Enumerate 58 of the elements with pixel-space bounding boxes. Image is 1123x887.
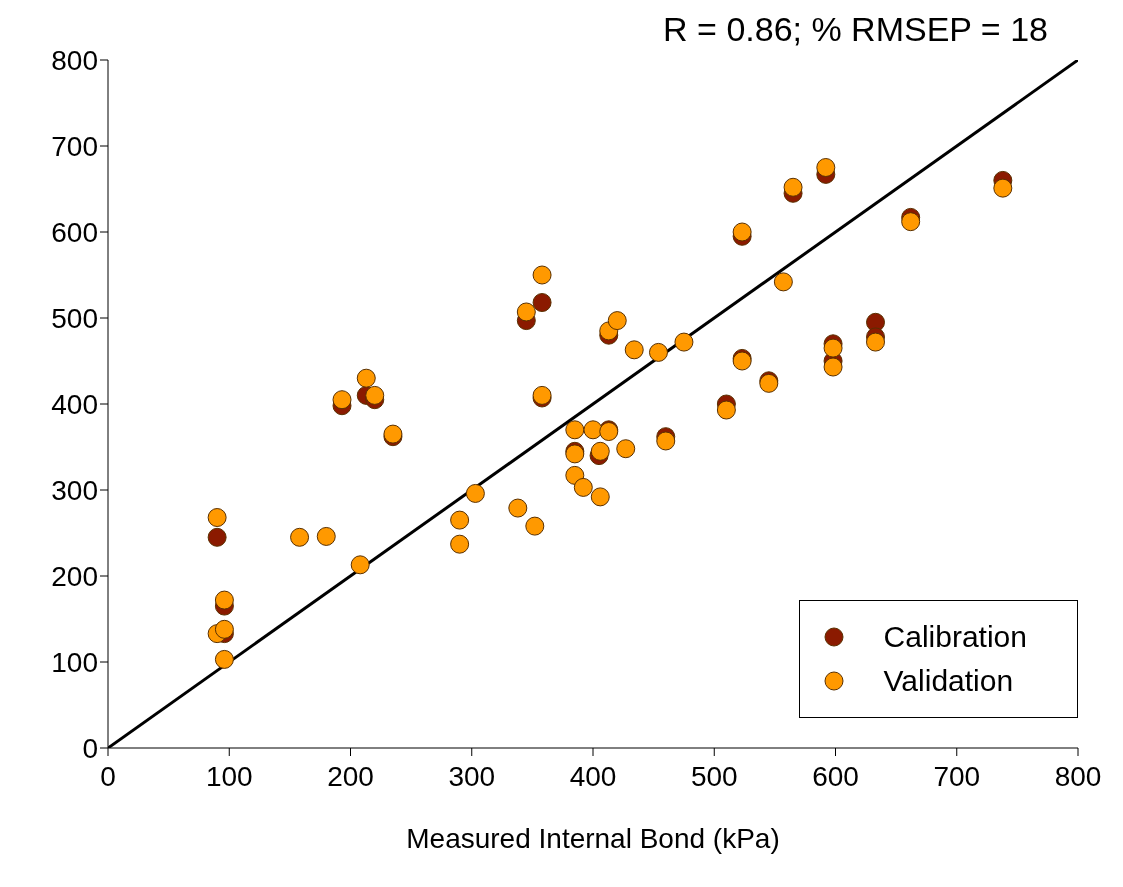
point <box>356 368 376 388</box>
point <box>290 527 310 547</box>
x-tick-label: 500 <box>690 760 738 792</box>
point <box>465 483 485 503</box>
point <box>508 498 528 518</box>
point <box>674 332 694 352</box>
x-tick-label: 100 <box>205 760 253 792</box>
x-tick-label: 600 <box>812 760 859 792</box>
point <box>214 619 234 639</box>
point <box>532 293 552 313</box>
x-tick-label: 400 <box>569 760 617 792</box>
y-tick-label: 300 <box>51 474 98 506</box>
point <box>532 265 552 285</box>
point <box>450 534 470 554</box>
point <box>616 439 636 459</box>
point <box>565 420 585 440</box>
y-tick-label: 600 <box>51 216 98 248</box>
point <box>214 590 234 610</box>
point <box>783 177 803 197</box>
legend-label: Validation <box>883 663 1014 699</box>
point <box>332 390 352 410</box>
point <box>316 526 336 546</box>
point <box>207 527 227 547</box>
point <box>816 158 836 177</box>
y-tick-label: 800 <box>51 44 98 76</box>
legend-label: Calibration <box>883 619 1027 655</box>
point <box>573 477 593 497</box>
y-tick-label: 500 <box>51 302 98 334</box>
point <box>525 516 545 536</box>
point <box>207 508 227 528</box>
point <box>773 272 793 292</box>
x-tick-label: 300 <box>448 760 496 792</box>
point <box>516 302 536 322</box>
point <box>648 342 668 362</box>
y-tick-label: 400 <box>51 388 98 420</box>
point <box>624 340 644 360</box>
x-axis-title: Measured Internal Bond (kPa) <box>406 823 780 854</box>
point <box>590 487 610 507</box>
point <box>993 178 1013 198</box>
y-tick-label: 0 <box>82 732 98 764</box>
y-tick-label: 200 <box>51 560 98 592</box>
y-tick-label: 100 <box>51 646 98 678</box>
point <box>866 332 886 352</box>
x-tick-label: 700 <box>933 760 981 792</box>
point <box>350 555 370 575</box>
point <box>450 510 470 530</box>
point <box>590 441 610 461</box>
y-tick-label: 700 <box>51 130 98 162</box>
point <box>607 311 627 331</box>
x-tick-label: 800 <box>1054 760 1102 792</box>
point <box>583 420 603 440</box>
point <box>716 400 736 420</box>
point <box>365 385 385 405</box>
point <box>823 357 843 377</box>
point <box>901 212 921 232</box>
point <box>214 649 234 669</box>
chart-title: R = 0.86; % RMSEP = 18 <box>663 10 1048 49</box>
x-tick-label: 200 <box>327 760 374 792</box>
